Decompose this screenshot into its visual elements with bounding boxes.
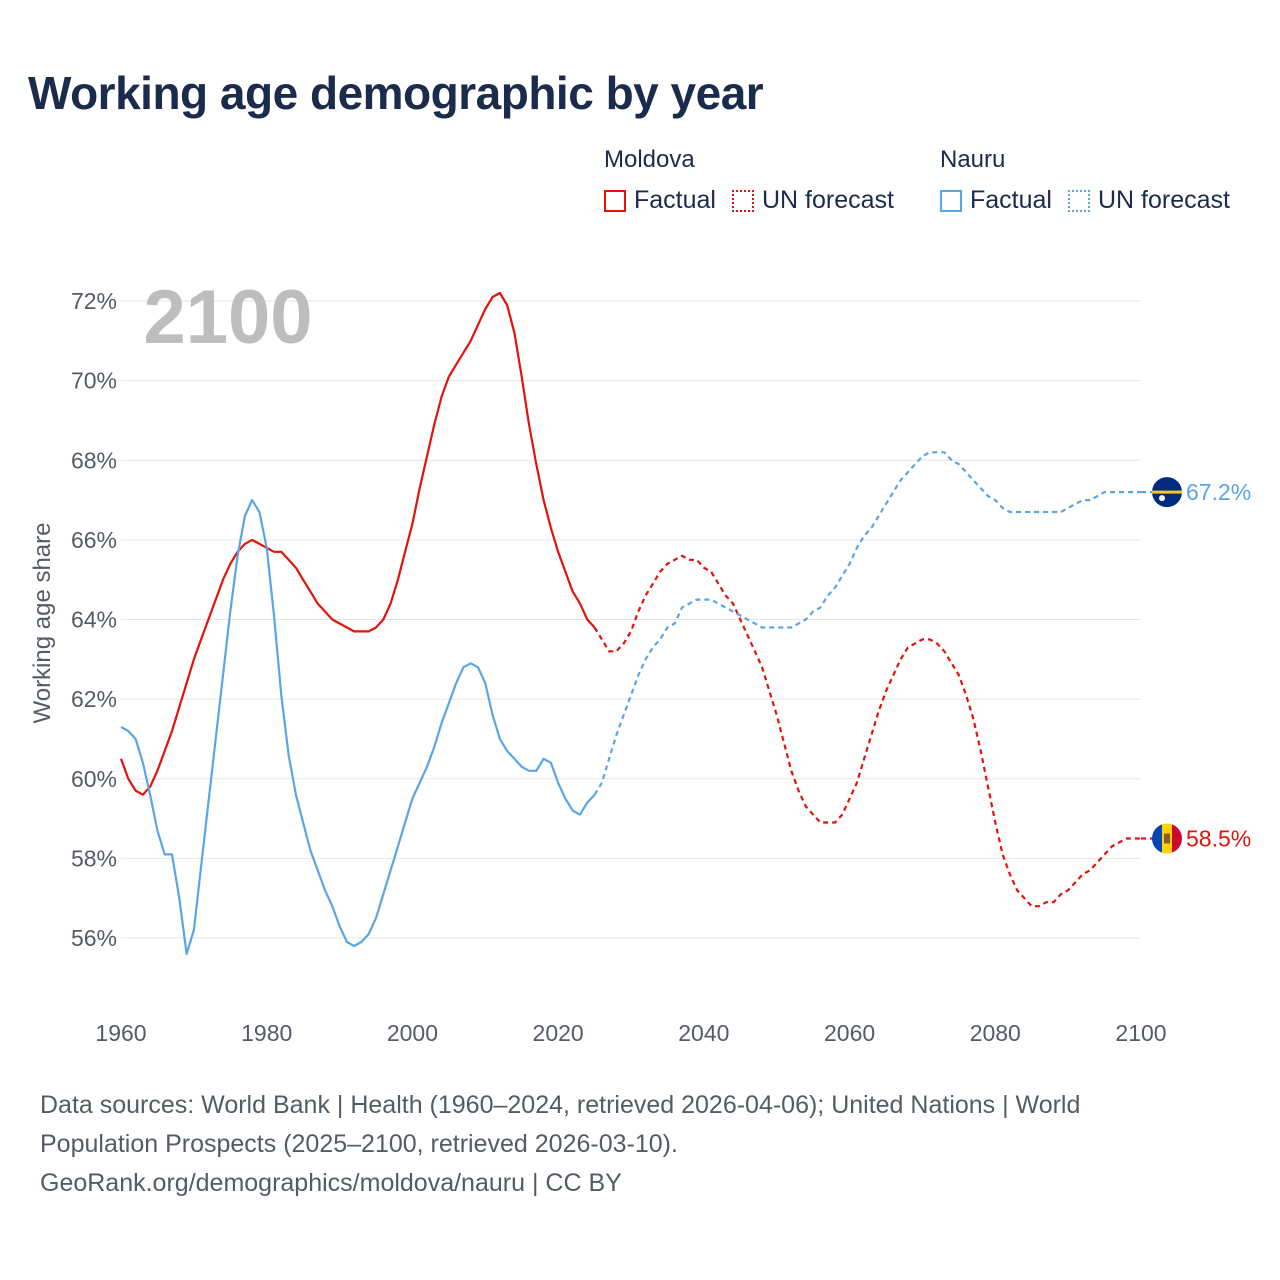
- flag-moldova-icon: [1152, 823, 1182, 854]
- y-tick-label: 66%: [71, 527, 117, 553]
- y-axis: 56% 58% 60% 62% 64% 66% 68% 70% 72%: [71, 288, 117, 951]
- legend-label: UN forecast: [1097, 186, 1230, 214]
- legend-group-moldova: Moldova Factual UN forecast: [604, 146, 910, 215]
- legend-swatch-solid: [604, 189, 626, 212]
- footer-sources: Data sources: World Bank | Health (1960–…: [40, 1086, 1240, 1203]
- legend-item-nauru-forecast[interactable]: UN forecast: [1067, 186, 1230, 215]
- y-tick-label: 56%: [71, 925, 117, 951]
- y-tick-label: 68%: [71, 447, 117, 473]
- y-tick-label: 72%: [71, 288, 117, 314]
- series-end-label-moldova: 58.5%: [1186, 825, 1251, 851]
- x-tick-label: 2100: [1115, 1020, 1166, 1046]
- y-tick-label: 60%: [71, 766, 117, 792]
- legend-swatch-dotted: [731, 189, 754, 212]
- x-axis: 1960 1980 2000 2020 2040 2060 2080 2100: [95, 1020, 1166, 1046]
- y-tick-label: 58%: [71, 845, 117, 871]
- end-markers: 58.5% 67.2%: [1141, 477, 1251, 854]
- series-line-nauru-factual[interactable]: [120, 499, 596, 955]
- legend-swatch-solid: [940, 189, 962, 212]
- year-watermark: 2100: [143, 275, 312, 360]
- legend-item-moldova-forecast[interactable]: UN forecast: [731, 186, 894, 215]
- y-tick-label: 64%: [71, 607, 117, 633]
- footer-line[interactable]: GeoRank.org/demographics/moldova/nauru |…: [40, 1169, 622, 1197]
- x-tick-label: 2080: [970, 1020, 1021, 1046]
- x-tick-label: 1980: [241, 1020, 292, 1046]
- flag-nauru-icon: [1152, 477, 1182, 508]
- x-tick-label: 2060: [824, 1020, 875, 1046]
- y-axis-label: Working age share: [29, 523, 56, 724]
- y-tick-label: 62%: [71, 686, 117, 712]
- series-line-moldova-forecast[interactable]: [593, 554, 1141, 908]
- legend-label: Factual: [634, 186, 716, 214]
- legend-group-name: Nauru: [940, 146, 1006, 173]
- x-tick-label: 1960: [95, 1020, 146, 1046]
- series-end-label-nauru: 67.2%: [1186, 479, 1251, 505]
- legend-label: Factual: [970, 186, 1052, 214]
- chart-title: Working age demographic by year: [28, 67, 764, 119]
- series-lines: [119, 291, 1141, 955]
- legend-label: UN forecast: [761, 186, 894, 214]
- x-tick-label: 2040: [678, 1020, 729, 1046]
- footer-line: Data sources: World Bank | Health (1960–…: [40, 1091, 1081, 1119]
- gridlines: [121, 300, 1141, 939]
- legend-group-nauru: Nauru Factual UN forecast: [940, 146, 1246, 215]
- legend-item-moldova-factual[interactable]: Factual: [604, 186, 716, 215]
- series-line-moldova-factual[interactable]: [119, 291, 596, 796]
- legend-swatch-dotted: [1067, 189, 1090, 212]
- footer-line: Population Prospects (2025–2100, retriev…: [40, 1130, 678, 1158]
- legend-group-name: Moldova: [604, 146, 695, 173]
- y-tick-label: 70%: [71, 368, 117, 394]
- x-tick-label: 2000: [387, 1020, 438, 1046]
- legend-item-nauru-factual[interactable]: Factual: [940, 186, 1052, 215]
- series-line-nauru-forecast[interactable]: [593, 451, 1141, 796]
- x-tick-label: 2020: [533, 1020, 584, 1046]
